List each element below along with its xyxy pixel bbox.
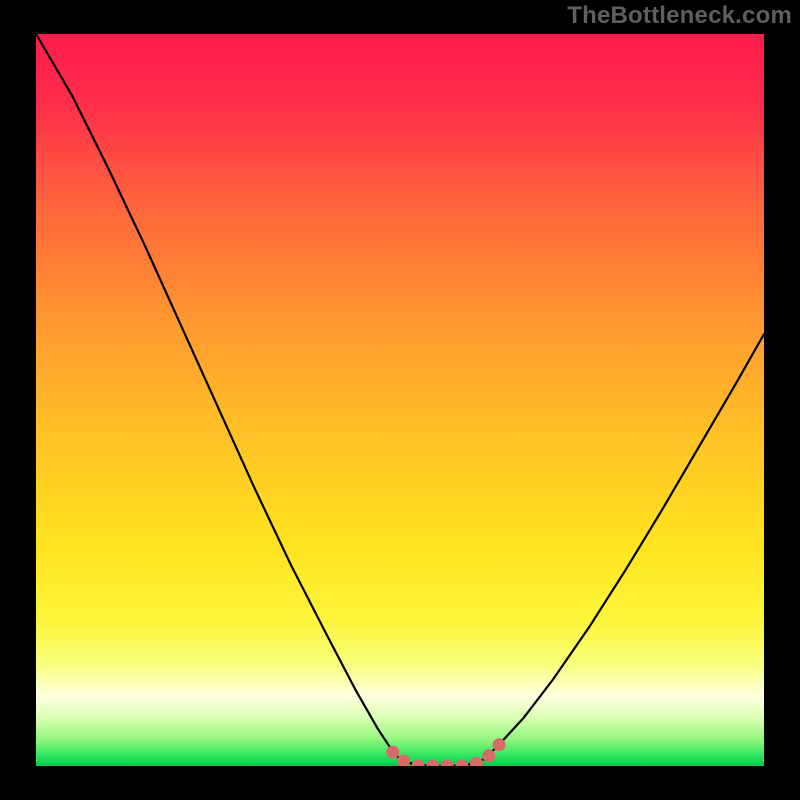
chart-container: TheBottleneck.com [0,0,800,800]
valley-marker [493,738,506,751]
watermark-text: TheBottleneck.com [567,2,792,30]
valley-marker [482,749,495,762]
bottleneck-chart [36,34,764,766]
plot-background [36,34,764,766]
valley-marker [386,746,399,759]
